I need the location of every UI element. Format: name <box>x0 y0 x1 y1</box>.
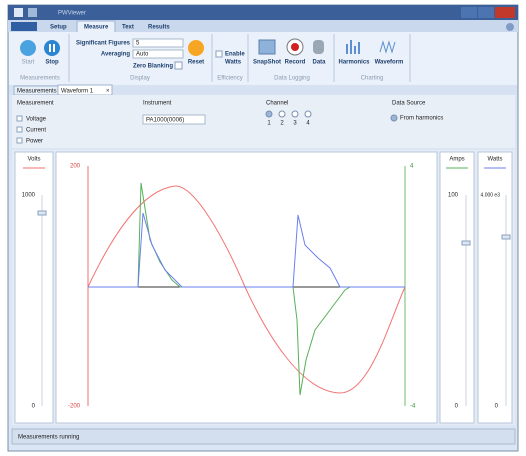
maximize-button[interactable] <box>478 7 494 18</box>
radio-label: 4 <box>306 121 310 127</box>
radio[interactable] <box>291 110 299 118</box>
checkbox-label: Current <box>26 128 46 134</box>
status-text: Measurements running <box>18 435 79 441</box>
slider-thumb[interactable] <box>501 234 511 240</box>
radio[interactable] <box>390 114 398 122</box>
section-label: Data Source <box>392 101 426 107</box>
checkbox[interactable] <box>16 137 23 144</box>
waveform-icon[interactable] <box>379 40 396 54</box>
button-label[interactable]: Record <box>285 60 306 66</box>
button-label[interactable]: Start <box>22 60 35 66</box>
snapshot-icon[interactable] <box>258 39 276 55</box>
axis-label: -4 <box>410 404 416 410</box>
ribbon-tab[interactable]: Results <box>148 25 170 31</box>
window-title: PWViewer <box>58 11 86 17</box>
instrument-dropdown[interactable] <box>142 114 206 125</box>
checkbox-label: Zero Blanking <box>133 64 173 70</box>
radio-label: 3 <box>293 121 297 127</box>
section-label: Measurement <box>17 101 54 107</box>
tab-label: Waveform 1 <box>61 89 94 95</box>
panel-label: Amps <box>449 157 464 163</box>
section-label: Channel <box>266 101 288 107</box>
group-label: Measurements <box>20 76 60 82</box>
close-button[interactable] <box>495 7 515 18</box>
pause-glyph <box>53 44 55 52</box>
record-dot <box>291 43 299 51</box>
tab-close[interactable]: × <box>106 89 110 95</box>
dropdown-value: PA1000(0006) <box>146 118 184 124</box>
radio-label: From harmonics <box>400 116 443 122</box>
dropdown-value: 5 <box>136 41 140 47</box>
current-trace <box>88 182 405 396</box>
radio-label: 1 <box>267 121 271 127</box>
enable-watts-checkbox[interactable] <box>215 50 223 58</box>
slider-thumb[interactable] <box>37 210 47 216</box>
app-icon <box>14 8 23 17</box>
ribbon-tab[interactable]: Measure <box>84 25 109 31</box>
settings-panel <box>12 95 515 148</box>
volts-panel <box>14 151 54 424</box>
checkbox-label: Enable <box>225 52 245 58</box>
stop-icon[interactable] <box>44 40 60 56</box>
minimize-button[interactable] <box>461 7 477 18</box>
radio[interactable] <box>278 110 286 118</box>
help-button[interactable] <box>506 23 514 31</box>
button-label[interactable]: Data <box>312 60 326 66</box>
button-label[interactable]: Waveform <box>375 60 404 66</box>
group-label: Data Logging <box>274 76 310 82</box>
field-label: Significant Figures <box>76 41 131 47</box>
button-label[interactable]: Stop <box>45 60 59 66</box>
tab-label: Measurements <box>17 89 57 95</box>
app-menu-button[interactable] <box>11 22 37 31</box>
pause-glyph <box>49 44 51 52</box>
averaging-dropdown[interactable] <box>132 49 184 59</box>
button-label[interactable]: SnapShot <box>253 60 281 66</box>
checkbox-label: Voltage <box>26 117 47 123</box>
harmonics-icon[interactable] <box>346 40 360 54</box>
ribbon-tab[interactable]: Setup <box>50 25 67 31</box>
checkbox[interactable] <box>16 115 23 122</box>
radio-label: 2 <box>280 121 284 127</box>
scale-label: 0 <box>455 404 459 410</box>
section-label: Instrument <box>143 101 172 107</box>
button-label[interactable]: Harmonics <box>338 60 370 66</box>
scale-label: 0 <box>495 404 499 410</box>
checkbox[interactable] <box>16 126 23 133</box>
group-label: Display <box>130 76 150 82</box>
field-label: Averaging <box>101 52 130 58</box>
radio[interactable] <box>304 110 312 118</box>
axis-label: -200 <box>68 404 81 410</box>
dropdown-value: Auto <box>136 52 149 58</box>
zero-blanking-checkbox[interactable] <box>174 61 183 70</box>
sig-figs-dropdown[interactable] <box>132 38 184 48</box>
reset-icon[interactable] <box>188 40 204 56</box>
scale-label: 4.000 e3 <box>481 192 501 198</box>
ribbon-tab-bar <box>8 20 518 32</box>
amps-panel <box>439 151 475 424</box>
button-label[interactable]: Reset <box>188 60 204 66</box>
save-icon[interactable] <box>28 8 37 17</box>
group-label: Efficiency <box>217 76 243 82</box>
data-icon[interactable] <box>313 40 324 54</box>
slider-thumb[interactable] <box>461 240 471 246</box>
panel-label: Volts <box>27 157 40 163</box>
scale-label: 1000 <box>22 193 36 199</box>
scale-label: 0 <box>32 404 36 410</box>
title-bar <box>8 5 518 20</box>
power-trace <box>88 212 405 288</box>
axis-label: 4 <box>410 164 414 170</box>
document-tab-bar <box>9 85 517 95</box>
axis-label: 200 <box>70 164 81 170</box>
group-label: Charting <box>361 76 384 82</box>
checkbox-label: Watts <box>225 60 242 66</box>
ribbon-tab[interactable]: Text <box>122 25 134 31</box>
radio[interactable] <box>265 110 273 118</box>
panel-label: Watts <box>487 157 502 163</box>
status-bar <box>11 428 516 445</box>
start-icon[interactable] <box>20 40 36 56</box>
scale-label: 100 <box>448 193 459 199</box>
checkbox-label: Power <box>26 139 43 145</box>
